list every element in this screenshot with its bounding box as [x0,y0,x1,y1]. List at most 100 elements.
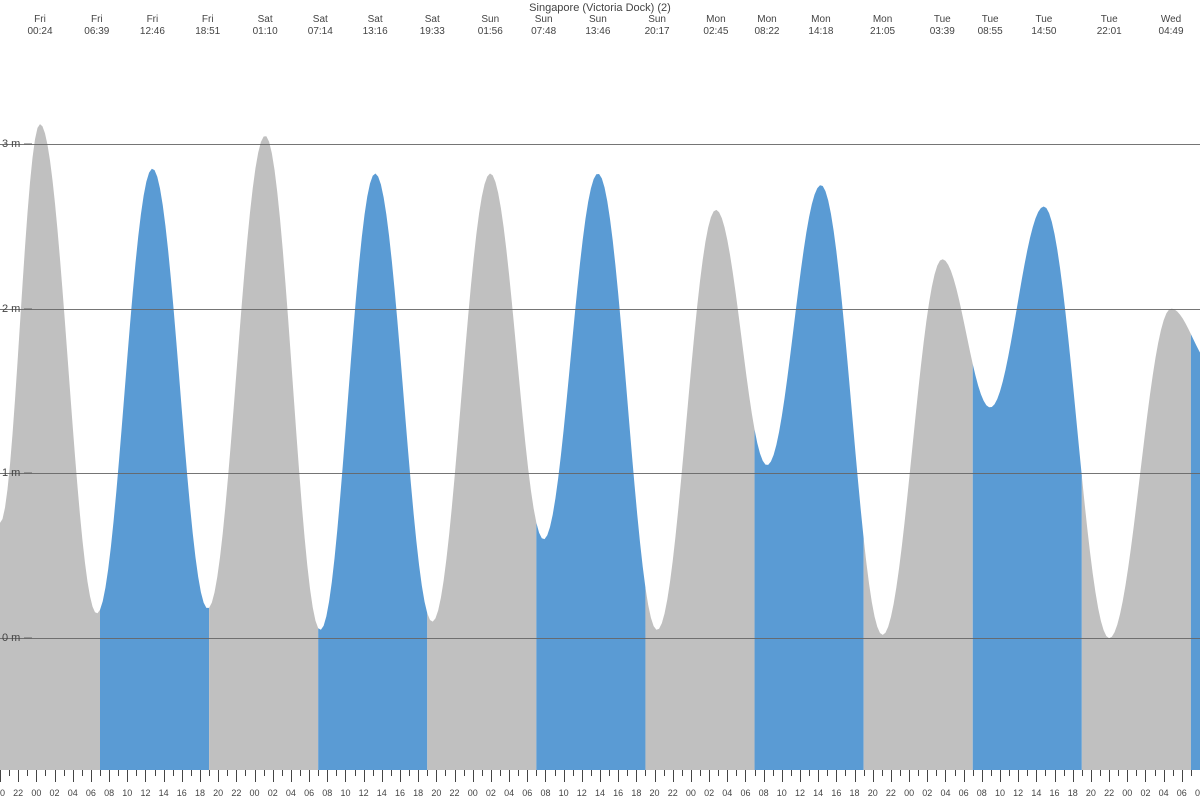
x-axis-label: 12 [140,788,150,798]
x-axis-tick-major [927,770,928,782]
tide-area-day [100,169,209,770]
x-axis-tick-major [382,770,383,782]
x-axis-tick-minor [1064,770,1065,776]
x-axis-tick-minor [173,770,174,776]
x-axis-tick-major [636,770,637,782]
gridline [0,144,1200,145]
x-axis-label: 10 [340,788,350,798]
x-axis-label: 08 [322,788,332,798]
x-axis-label: 02 [922,788,932,798]
x-axis-label: 20 [0,788,5,798]
x-axis-label: 10 [995,788,1005,798]
x-axis-tick-major [145,770,146,782]
x-axis-label: 00 [904,788,914,798]
x-axis-tick-minor [245,770,246,776]
x-axis-tick-minor [1082,770,1083,776]
x-axis-tick-major [291,770,292,782]
x-axis-tick-major [691,770,692,782]
x-axis-label: 08 [1195,788,1200,798]
x-axis-label: 06 [1177,788,1187,798]
x-axis-label: 04 [68,788,78,798]
x-axis-tick-major [1018,770,1019,782]
x-axis-label: 20 [1086,788,1096,798]
x-axis-tick-minor [282,770,283,776]
x-axis-tick-minor [1118,770,1119,776]
x-axis-label: 02 [1140,788,1150,798]
x-axis-tick-minor [718,770,719,776]
x-axis-tick-minor [827,770,828,776]
x-axis-label: 20 [650,788,660,798]
x-axis-tick-minor [973,770,974,776]
x-axis-label: 10 [777,788,787,798]
x-axis-tick-minor [1191,770,1192,776]
x-axis-tick-minor [791,770,792,776]
x-axis-label: 14 [813,788,823,798]
x-axis-tick-minor [1027,770,1028,776]
x-axis-label: 12 [1013,788,1023,798]
x-axis-tick-major [1182,770,1183,782]
x-axis-tick-major [745,770,746,782]
x-axis-label: 04 [940,788,950,798]
x-axis-label: 18 [1068,788,1078,798]
x-axis-tick-minor [682,770,683,776]
x-axis-tick-major [873,770,874,782]
tide-area-day [318,174,427,770]
x-axis-tick-major [91,770,92,782]
x-axis-tick-major [491,770,492,782]
x-axis-tick-major [73,770,74,782]
x-axis-tick-major [782,770,783,782]
x-axis-tick-major [55,770,56,782]
x-axis-tick-minor [482,770,483,776]
tide-chart: Singapore (Victoria Dock) (2) Fri00:24Fr… [0,0,1200,800]
x-axis-tick-major [1164,770,1165,782]
x-axis-tick-minor [82,770,83,776]
y-axis-label: 1 m [2,467,20,479]
x-axis-label: 00 [468,788,478,798]
tide-plot-svg [0,0,1200,800]
x-axis-label: 06 [740,788,750,798]
gridline [0,309,1200,310]
x-axis-tick-minor [1100,770,1101,776]
y-axis-tick [24,308,32,309]
x-axis-tick-major [109,770,110,782]
x-axis-label: 06 [304,788,314,798]
x-axis-tick-major [1055,770,1056,782]
x-axis-tick-major [400,770,401,782]
x-axis-label: 14 [1031,788,1041,798]
x-axis-tick-minor [991,770,992,776]
x-axis-tick-major [1036,770,1037,782]
x-axis-tick-minor [591,770,592,776]
x-axis-tick-minor [373,770,374,776]
x-axis-label: 04 [1159,788,1169,798]
x-axis-tick-major [255,770,256,782]
x-axis-tick-major [218,770,219,782]
x-axis-tick-major [582,770,583,782]
x-axis-tick-minor [264,770,265,776]
x-axis-tick-minor [336,770,337,776]
x-axis-tick-minor [409,770,410,776]
x-axis-tick-minor [555,770,556,776]
x-axis-tick-major [127,770,128,782]
x-axis-tick-major [673,770,674,782]
x-axis-tick-minor [1155,770,1156,776]
x-axis-label: 16 [395,788,405,798]
x-axis-tick-minor [900,770,901,776]
x-axis-tick-minor [536,770,537,776]
x-axis-label: 20 [431,788,441,798]
x-axis-tick-minor [1045,770,1046,776]
x-axis-label: 16 [613,788,623,798]
x-axis-tick-major [909,770,910,782]
x-axis-tick-minor [573,770,574,776]
tide-area-day [973,206,1082,770]
x-axis-tick-minor [136,770,137,776]
y-axis-label: 3 m [2,138,20,150]
x-axis-label: 16 [177,788,187,798]
tide-area-night [0,124,100,770]
x-axis-label: 22 [450,788,460,798]
x-axis-tick-minor [45,770,46,776]
x-axis-tick-major [36,770,37,782]
x-axis-label: 08 [977,788,987,798]
x-axis-tick-minor [191,770,192,776]
y-axis-tick [24,473,32,474]
x-axis-tick-minor [500,770,501,776]
